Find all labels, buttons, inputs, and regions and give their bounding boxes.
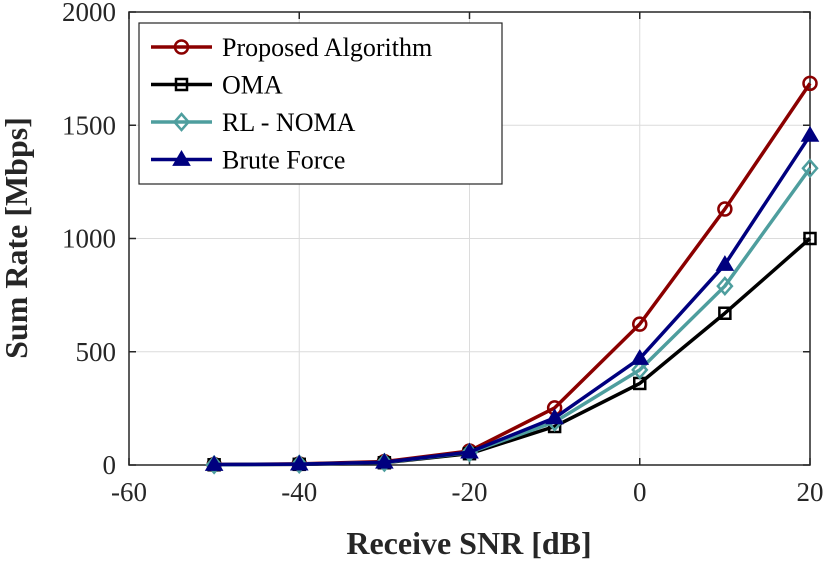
data-point bbox=[802, 75, 818, 92]
data-point bbox=[631, 359, 649, 380]
legend-label: Brute Force bbox=[222, 146, 345, 175]
x-tick-label: 20 bbox=[797, 477, 824, 507]
data-point bbox=[632, 316, 648, 332]
data-point bbox=[718, 306, 732, 320]
series-lines bbox=[204, 75, 820, 475]
x-tick-label: -40 bbox=[281, 477, 317, 507]
y-axis-title: Sum Rate [Mbps] bbox=[0, 117, 34, 359]
data-point bbox=[375, 452, 394, 473]
y-tick-label: 1500 bbox=[62, 110, 116, 140]
y-tick-labels: 0 500 1000 1500 2000 bbox=[62, 0, 116, 480]
legend-marker bbox=[173, 39, 190, 55]
data-point bbox=[205, 454, 223, 475]
legend-box bbox=[138, 22, 503, 185]
x-tick-labels: -60 -40 -20 0 20 bbox=[111, 477, 824, 507]
series-brute-force bbox=[204, 125, 820, 471]
legend-label: RL - NOMA bbox=[222, 108, 356, 137]
legend-item: RL - NOMA bbox=[151, 108, 356, 137]
data-point bbox=[717, 201, 733, 217]
data-point bbox=[801, 158, 819, 179]
legend-item: Brute Force bbox=[151, 146, 345, 175]
legend-item: Proposed Algorithm bbox=[151, 33, 432, 62]
y-tick-label: 1000 bbox=[62, 224, 116, 254]
legend: Proposed Algorithm OMA RL - NOMA Brute Forc… bbox=[138, 22, 503, 185]
legend-label: Proposed Algorithm bbox=[222, 33, 432, 62]
data-point bbox=[290, 454, 308, 474]
x-tick-label: -60 bbox=[111, 477, 147, 507]
legend-marker bbox=[172, 150, 191, 166]
data-point bbox=[803, 231, 817, 246]
x-tick-label: 0 bbox=[633, 477, 647, 507]
y-tick-label: 0 bbox=[103, 450, 117, 480]
series-line bbox=[214, 134, 812, 467]
legend-marker bbox=[172, 112, 191, 132]
y-tick-label: 500 bbox=[76, 337, 117, 367]
data-point bbox=[545, 408, 564, 425]
legend-label: OMA bbox=[222, 71, 283, 100]
data-point bbox=[289, 454, 309, 471]
data-point bbox=[800, 125, 820, 142]
legend-item: OMA bbox=[151, 71, 283, 100]
legend-marker bbox=[174, 77, 189, 92]
data-point bbox=[375, 452, 394, 469]
y-tick-label: 2000 bbox=[62, 0, 116, 27]
data-point bbox=[204, 455, 224, 471]
x-tick-label: -20 bbox=[452, 477, 488, 507]
data-point bbox=[630, 349, 650, 365]
x-axis-title: Receive SNR [dB] bbox=[346, 525, 591, 561]
data-point bbox=[716, 276, 734, 296]
data-point bbox=[460, 442, 479, 459]
data-point bbox=[715, 255, 735, 271]
